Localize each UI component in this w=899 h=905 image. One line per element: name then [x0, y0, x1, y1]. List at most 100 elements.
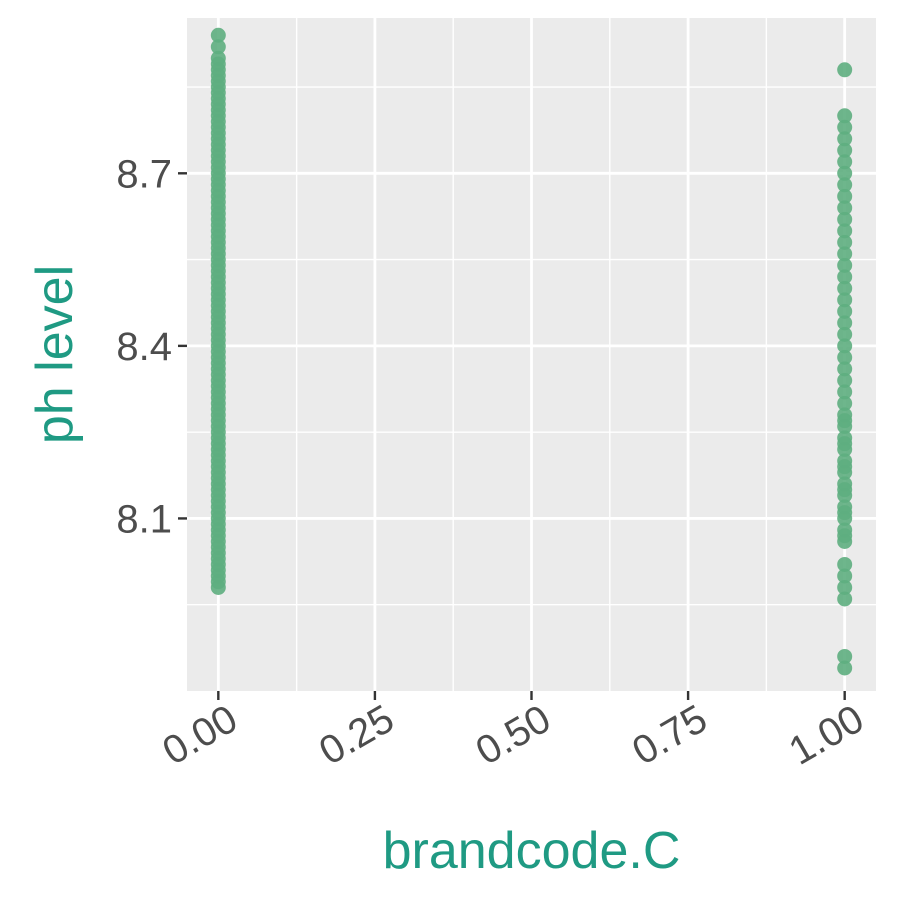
data-point	[837, 108, 853, 124]
data-point	[210, 528, 226, 544]
data-point	[210, 79, 226, 95]
data-point	[837, 413, 853, 429]
data-point	[837, 200, 853, 216]
data-point	[210, 505, 226, 521]
data-point	[210, 240, 226, 256]
data-point	[210, 171, 226, 187]
data-point	[837, 177, 853, 193]
data-point	[210, 332, 226, 348]
data-point	[837, 223, 853, 239]
data-point	[210, 27, 226, 43]
y-tick-label: 8.7	[116, 152, 172, 196]
data-point	[210, 355, 226, 371]
data-point	[210, 321, 226, 337]
data-point	[837, 257, 853, 273]
data-point	[210, 252, 226, 268]
y-axis-title: ph level	[26, 265, 84, 444]
data-point	[210, 436, 226, 452]
data-point	[210, 551, 226, 567]
data-point	[210, 160, 226, 176]
data-point	[837, 269, 853, 285]
data-point	[210, 125, 226, 141]
data-point	[210, 493, 226, 509]
data-point	[837, 315, 853, 331]
data-point	[210, 275, 226, 291]
data-point	[837, 528, 853, 544]
data-point	[210, 424, 226, 440]
data-point	[837, 568, 853, 584]
data-point	[837, 338, 853, 354]
data-point	[210, 309, 226, 325]
data-point	[837, 556, 853, 572]
data-point	[837, 482, 853, 498]
data-point	[837, 660, 853, 676]
data-point	[837, 154, 853, 170]
data-point	[837, 436, 853, 452]
data-point	[210, 482, 226, 498]
data-point	[837, 326, 853, 342]
x-tick-label: 0.00	[155, 697, 244, 774]
data-point	[210, 470, 226, 486]
data-point	[210, 194, 226, 210]
data-point	[837, 280, 853, 296]
data-point	[837, 211, 853, 227]
data-point	[837, 142, 853, 158]
data-point	[837, 62, 853, 78]
data-point	[210, 539, 226, 555]
data-point	[210, 516, 226, 532]
x-tick-label: 0.75	[625, 697, 714, 774]
data-point	[837, 505, 853, 521]
x-axis-title: brandcode.C	[383, 822, 681, 880]
data-point	[210, 298, 226, 314]
data-point	[837, 459, 853, 475]
x-tick-label: 1.00	[782, 697, 871, 774]
data-point	[210, 229, 226, 245]
data-point	[837, 591, 853, 607]
data-point	[210, 447, 226, 463]
data-point	[837, 349, 853, 365]
data-point	[210, 206, 226, 222]
x-tick-label: 0.50	[469, 697, 558, 774]
data-point	[210, 114, 226, 130]
data-point	[837, 131, 853, 147]
data-point	[210, 102, 226, 118]
data-point	[210, 137, 226, 153]
points-layer	[210, 27, 853, 676]
data-point	[210, 263, 226, 279]
data-point	[210, 413, 226, 429]
data-point	[837, 648, 853, 664]
data-point	[837, 395, 853, 411]
data-point	[210, 574, 226, 590]
data-point	[210, 401, 226, 417]
data-point	[837, 384, 853, 400]
data-point	[210, 68, 226, 84]
data-point	[210, 148, 226, 164]
y-tick-label: 8.4	[116, 325, 172, 369]
data-point	[837, 579, 853, 595]
data-point	[210, 183, 226, 199]
data-point	[837, 234, 853, 250]
data-point	[210, 344, 226, 360]
data-point	[837, 188, 853, 204]
data-point	[837, 292, 853, 308]
data-point	[210, 91, 226, 107]
data-point	[210, 39, 226, 55]
data-point	[837, 303, 853, 319]
data-point	[837, 165, 853, 181]
data-point	[210, 367, 226, 383]
data-point	[210, 562, 226, 578]
data-point	[210, 459, 226, 475]
data-point	[210, 286, 226, 302]
data-point	[837, 372, 853, 388]
data-point	[837, 361, 853, 377]
data-point	[837, 119, 853, 135]
data-point	[210, 378, 226, 394]
x-tick-label: 0.25	[312, 697, 401, 774]
data-point	[837, 246, 853, 262]
y-tick-label: 8.1	[116, 497, 172, 541]
data-point	[210, 217, 226, 233]
data-point	[210, 56, 226, 72]
data-point	[210, 390, 226, 406]
